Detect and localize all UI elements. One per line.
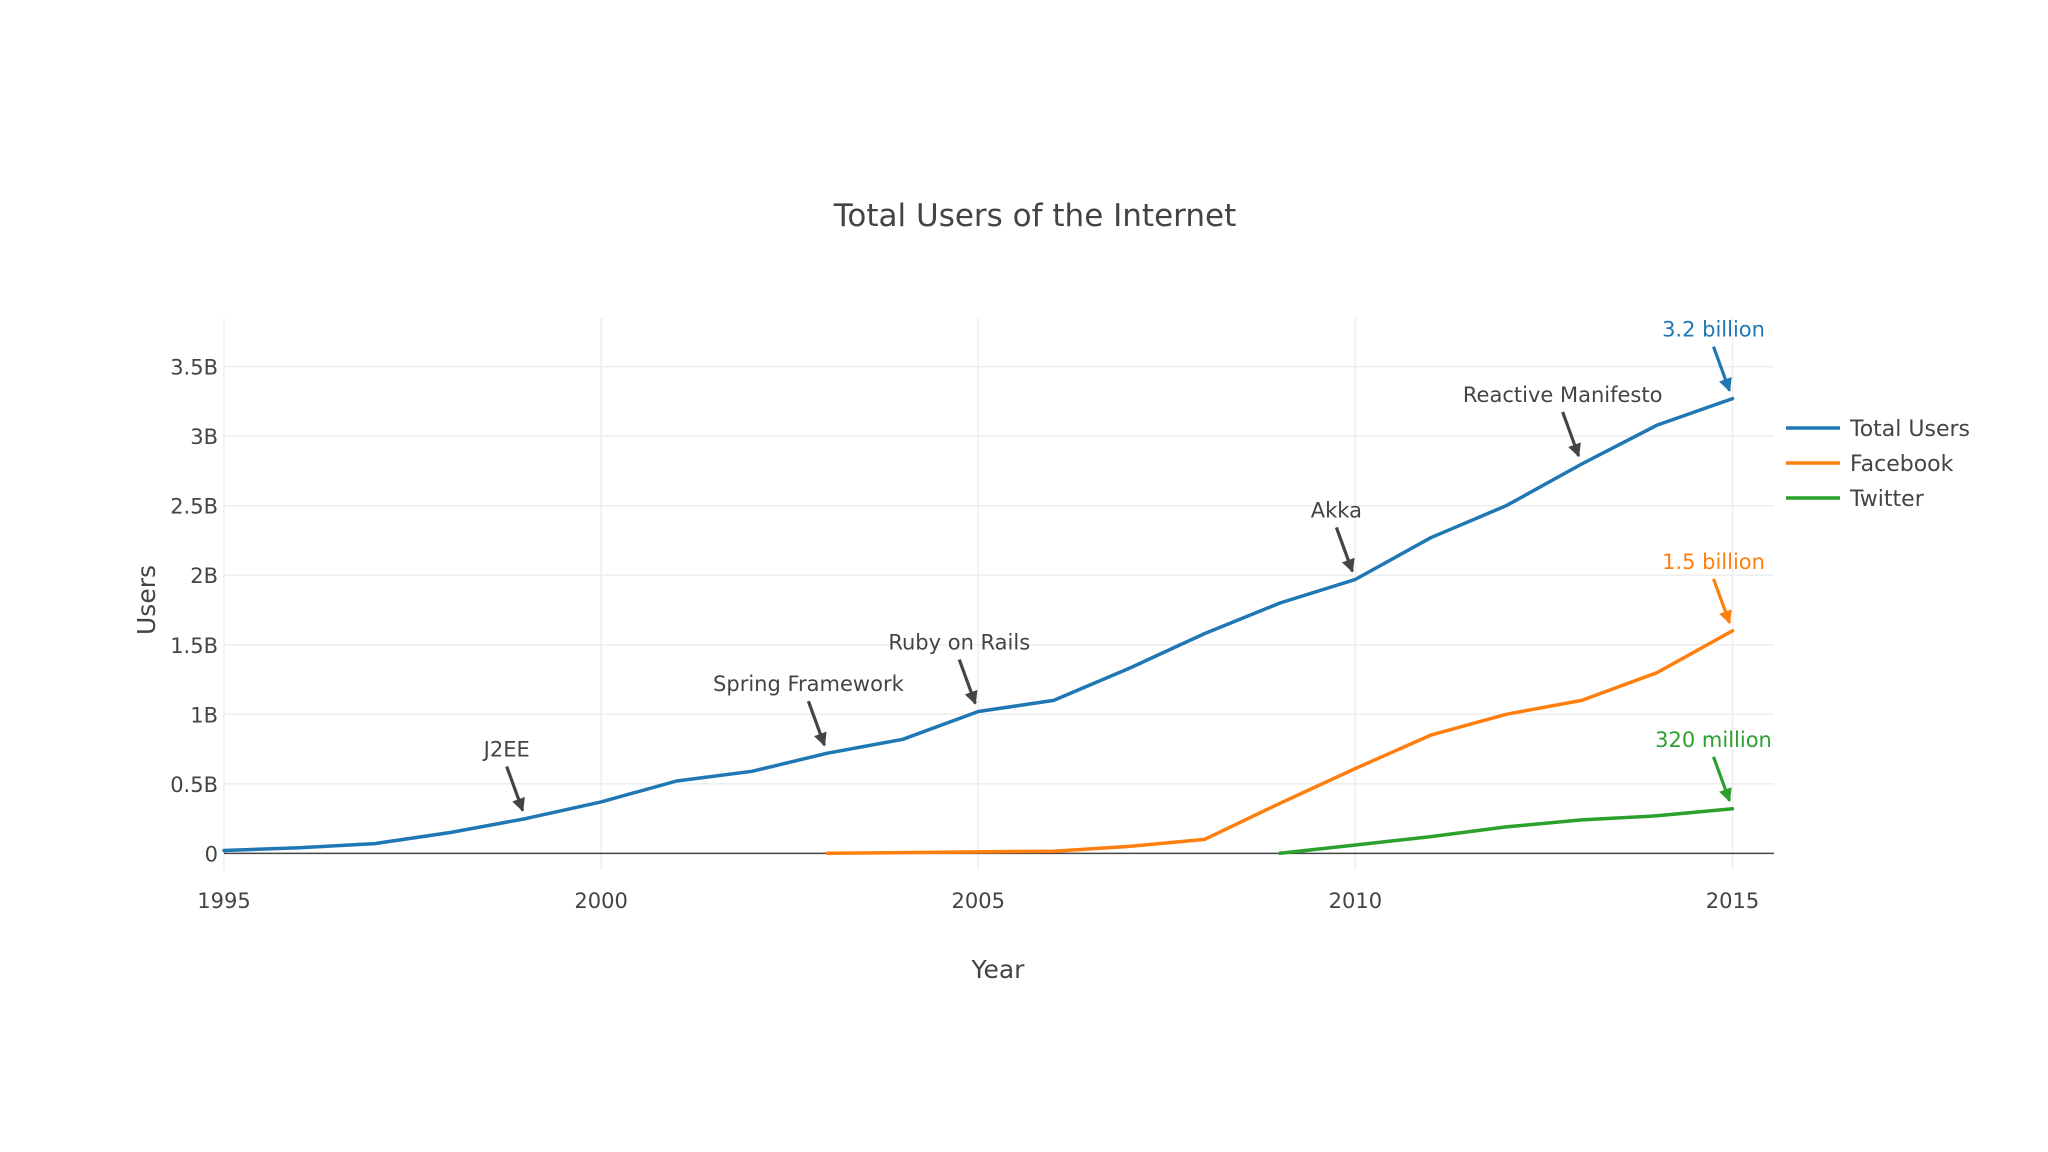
annotation-label-ruby-on-rails: Ruby on Rails [888,630,1030,654]
legend-item-twitter: Twitter [1786,487,1925,512]
y-tick-label-3b: 3B [190,425,218,449]
annotation-320-million: 320 million [1655,728,1772,803]
annotation-arrow-j2ee [505,766,525,812]
annotation-j2ee: J2EE [482,738,530,812]
annotation-arrow-320-million [1712,756,1732,803]
legend-label-twitter: Twitter [1849,487,1925,512]
x-tick-label-1995: 1995 [197,889,250,913]
y-tick-label-3-5b: 3.5B [170,356,218,380]
y-tick-label-1b: 1B [190,703,218,727]
annotation-label-j2ee: J2EE [482,738,530,762]
annotation-arrow-1-5-billion [1712,578,1732,625]
legend-label-total-users: Total Users [1849,417,1970,442]
series-lines [222,396,1735,856]
x-tick-label-2010: 2010 [1329,889,1382,913]
annotation-label-1-5-billion: 1.5 billion [1662,550,1765,574]
annotation-label-reactive-manifesto: Reactive Manifesto [1463,383,1663,407]
y-tick-label-1-5b: 1.5B [170,634,218,658]
annotation-label-spring-framework: Spring Framework [713,672,905,696]
y-tick-label-0-5b: 0.5B [170,773,218,797]
series-line-twitter [1278,807,1735,856]
annotation-label-3-2-billion: 3.2 billion [1662,318,1765,342]
y-tick-label-2b: 2B [190,564,218,588]
legend-label-facebook: Facebook [1850,452,1954,477]
annotation-label-akka: Akka [1311,498,1362,522]
y-tick-label-0: 0 [205,842,218,866]
legend-item-facebook: Facebook [1786,452,1954,477]
annotation-reactive-manifesto: Reactive Manifesto [1463,383,1663,458]
annotation-akka: Akka [1311,498,1362,573]
x-tick-label-2005: 2005 [952,889,1005,913]
annotation-spring-framework: Spring Framework [713,672,905,747]
y-tick-label-2-5b: 2.5B [170,495,218,519]
y-axis-title: Users [132,565,161,635]
annotation-label-320-million: 320 million [1655,728,1772,752]
legend-item-total-users: Total Users [1786,417,1970,442]
chart-title: Total Users of the Internet [833,198,1236,234]
annotation-ruby-on-rails: Ruby on Rails [888,630,1030,705]
annotation-arrow-akka [1334,526,1355,573]
annotation-arrow-spring-framework [806,700,827,747]
annotation-arrow-ruby-on-rails [957,658,978,705]
series-line-facebook [825,629,1735,856]
axes: 1995 2000 2005 2010 2015 0 0.5B 1B 1.5B 2B 2.5B 3B 3… [170,356,1774,913]
x-axis-title: Year [971,955,1026,984]
series-line-total-users [222,396,1735,853]
legend: Total Users Facebook Twitter [1786,417,1970,512]
annotation-1-5-billion: 1.5 billion [1662,550,1765,625]
annotation-arrow-3-2-billion [1712,346,1732,392]
annotations: J2EE Spring Framework Ruby on Rails Akka Rea… [482,318,1772,812]
annotation-3-2-billion: 3.2 billion [1662,318,1765,392]
x-tick-label-2015: 2015 [1706,889,1759,913]
x-tick-label-2000: 2000 [574,889,627,913]
annotation-arrow-reactive-manifesto [1561,411,1581,458]
grid-lines [223,318,1774,870]
